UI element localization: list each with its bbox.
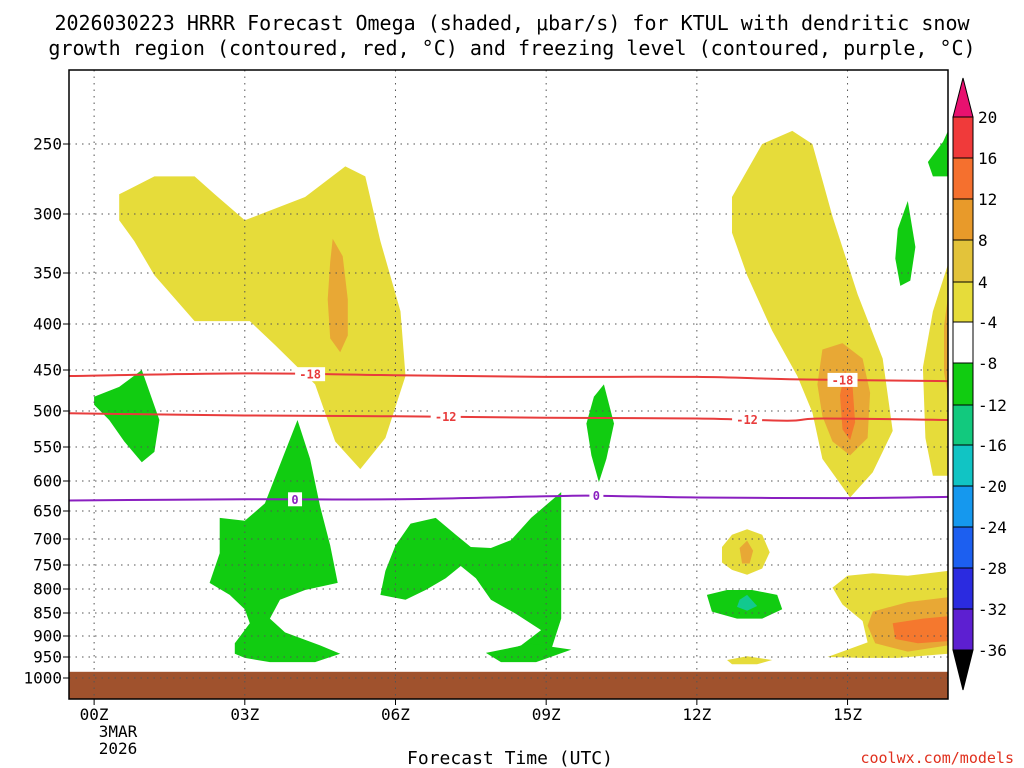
contour-label-bg (430, 409, 461, 424)
colorbar-swatch-10 (952, 485, 974, 528)
omega-region-ascent-core-1500 (840, 370, 856, 441)
colorbar-swatch-8 (952, 404, 974, 446)
colorbar-label-6: -8 (978, 354, 997, 373)
omega-region-descent-0608 (380, 492, 562, 658)
plot-area: -18 -18 -12 -12 0 0 (69, 70, 948, 699)
contour-label-freezing-level-0: 0 (291, 493, 298, 507)
colorbar-label-10: -24 (978, 518, 1007, 537)
contour-dendritic-bottom (69, 412, 948, 422)
contour-dendritic-top (69, 372, 948, 383)
colorbar-swatch-11 (952, 526, 974, 569)
colorbar-label-5: -4 (978, 313, 997, 332)
colorbar-swatch-13 (952, 608, 974, 651)
y-tick-label-950: 950 (33, 648, 62, 667)
below-ground-surface (69, 671, 948, 699)
omega-shading (94, 130, 948, 665)
colorbar-label-12: -32 (978, 600, 1007, 619)
x-tick-label-00Z: 00Z (80, 705, 109, 724)
y-tick-label-550: 550 (33, 438, 62, 457)
contour-label-freezing-level-1: 0 (593, 489, 600, 503)
colorbar-label-8: -16 (978, 436, 1007, 455)
y-tick-label-800: 800 (33, 580, 62, 599)
colorbar-label-9: -20 (978, 477, 1007, 496)
omega-region-descent-0100 (94, 370, 160, 463)
grid-lines (69, 70, 948, 699)
colorbar: 20 16 12 8 4 -4 -8 -12 -16 -20 -24 -28 -32 -36 (952, 77, 1007, 691)
contour-label-bg (732, 412, 763, 427)
colorbar-swatch-6 (952, 321, 974, 364)
chart-title-line2: growth region (contoured, red, °C) and f… (48, 36, 975, 60)
contour-label-bg (288, 492, 303, 507)
omega-region-ascent-upper-0345 (119, 166, 406, 470)
contour-label-bg (589, 488, 604, 503)
colorbar-swatch-4 (952, 239, 974, 283)
contour-label-dendritic-top-1: -18 (832, 373, 854, 387)
x-tick-label-06Z: 06Z (381, 705, 410, 724)
y-tick-label-600: 600 (33, 472, 62, 491)
y-tick-label-450: 450 (33, 361, 62, 380)
omega-region-descent-0900-sfc (485, 643, 572, 663)
y-tick-label-250: 250 (33, 135, 62, 154)
y-tick-label-700: 700 (33, 530, 62, 549)
colorbar-label-0: 20 (978, 108, 997, 127)
plot-frame (68, 69, 949, 700)
x-tick-label-15Z: 15Z (833, 705, 862, 724)
colorbar-swatch-2 (952, 157, 974, 200)
credit-link[interactable]: coolwx.com/models (860, 749, 1014, 767)
omega-region-ascent-low-1517-core (892, 616, 948, 644)
contour-label-dendritic-top-0: -18 (299, 368, 321, 382)
colorbar-label-1: 16 (978, 149, 997, 168)
x-tick-label-03Z: 03Z (230, 705, 259, 724)
x-axis: 00Z 03Z 06Z 09Z 12Z 15Z (80, 699, 862, 724)
y-tick-label-1000: 1000 (23, 669, 62, 688)
omega-region-descent-1300-core (737, 594, 758, 611)
colorbar-label-13: -36 (978, 641, 1007, 660)
x-axis-label: Forecast Time (UTC) (407, 748, 613, 768)
omega-region-descent-1000 (586, 384, 614, 483)
colorbar-top-arrow (952, 77, 974, 118)
contour-label-bg (827, 372, 858, 387)
omega-region-ascent-sfc-1300 (727, 656, 773, 665)
y-tick-label-300: 300 (33, 205, 62, 224)
omega-region-ascent-right-core (944, 296, 948, 397)
colorbar-label-11: -28 (978, 559, 1007, 578)
colorbar-swatch-1 (952, 116, 974, 159)
x-tick-label-12Z: 12Z (682, 705, 711, 724)
colorbar-swatch-12 (952, 567, 974, 610)
date-label-year: 2026 (99, 739, 138, 758)
contour-label-bg (295, 367, 326, 382)
y-tick-label-350: 350 (33, 264, 62, 283)
chart-title-line1: 2026030223 HRRR Forecast Omega (shaded, … (54, 11, 970, 35)
colorbar-swatch-9 (952, 444, 974, 487)
omega-region-descent-1700 (927, 130, 948, 177)
colorbar-label-3: 8 (978, 231, 988, 250)
colorbar-label-4: 4 (978, 273, 988, 292)
y-tick-label-400: 400 (33, 315, 62, 334)
y-tick-label-900: 900 (33, 627, 62, 646)
y-axis: 250 300 350 400 450 500 550 600 650 700 750 800 850 9… (23, 135, 69, 688)
omega-region-ascent-low-1300-core (739, 540, 754, 564)
colorbar-label-7: -12 (978, 396, 1007, 415)
y-tick-label-500: 500 (33, 402, 62, 421)
contour-lines: -18 -18 -12 -12 0 0 (69, 367, 948, 507)
contour-label-dendritic-bottom-0: -12 (435, 410, 457, 424)
omega-region-ascent-right-edge (922, 264, 948, 476)
omega-region-descent-0400 (209, 420, 341, 663)
y-tick-label-650: 650 (33, 502, 62, 521)
colorbar-swatch-7 (952, 362, 974, 406)
colorbar-swatch-5 (952, 281, 974, 323)
omega-region-ascent-upper-1315 (732, 130, 893, 498)
y-tick-label-750: 750 (33, 556, 62, 575)
date-label-month: 3MAR (99, 722, 138, 741)
y-tick-label-850: 850 (33, 604, 62, 623)
colorbar-bottom-arrow (952, 649, 974, 691)
omega-region-descent-1600 (895, 201, 916, 286)
x-tick-label-09Z: 09Z (532, 705, 561, 724)
colorbar-label-2: 12 (978, 190, 997, 209)
contour-label-dendritic-bottom-1: -12 (736, 413, 758, 427)
contour-freezing-level (69, 494, 948, 502)
colorbar-swatch-3 (952, 198, 974, 241)
